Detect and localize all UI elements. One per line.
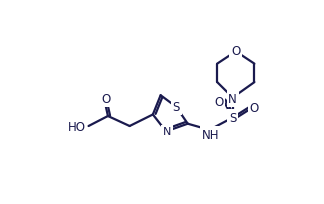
Text: O: O [231, 45, 240, 58]
Text: O: O [101, 92, 110, 105]
Text: O: O [250, 102, 259, 114]
Text: S: S [229, 112, 237, 124]
Text: NH: NH [202, 128, 220, 141]
Text: N: N [163, 127, 171, 137]
Text: S: S [172, 101, 180, 114]
Text: HO: HO [67, 120, 86, 133]
Text: O: O [214, 95, 223, 108]
Text: N: N [228, 92, 237, 105]
